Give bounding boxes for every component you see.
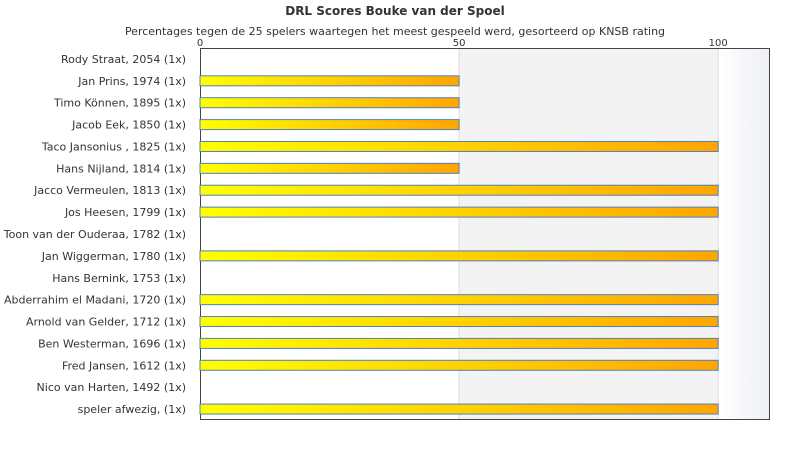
category-label: Taco Jansonius , 1825 (1x) bbox=[41, 140, 186, 153]
category-label: speler afwezig, (1x) bbox=[78, 403, 186, 416]
bar bbox=[199, 97, 460, 109]
bar bbox=[199, 119, 460, 131]
grid-band-edge bbox=[718, 48, 770, 420]
category-label: Jan Prins, 1974 (1x) bbox=[77, 75, 186, 88]
bar bbox=[199, 75, 460, 87]
bar bbox=[199, 206, 719, 218]
bar bbox=[199, 250, 719, 262]
category-label: Toon van der Ouderaa, 1782 (1x) bbox=[3, 228, 186, 241]
category-label: Hans Nijland, 1814 (1x) bbox=[56, 162, 186, 175]
category-label: Hans Bernink, 1753 (1x) bbox=[52, 272, 186, 285]
x-tick-label: 0 bbox=[197, 38, 203, 49]
bar bbox=[199, 316, 719, 328]
category-label: Fred Jansen, 1612 (1x) bbox=[62, 359, 186, 372]
category-label: Jacob Eek, 1850 (1x) bbox=[71, 119, 186, 132]
category-label: Abderrahim el Madani, 1720 (1x) bbox=[4, 294, 186, 307]
bar bbox=[199, 337, 719, 349]
bar bbox=[199, 162, 460, 174]
grid-band bbox=[459, 48, 719, 420]
chart-title: DRL Scores Bouke van der Spoel bbox=[285, 4, 505, 18]
category-label: Timo Können, 1895 (1x) bbox=[53, 97, 186, 110]
x-tick-label: 100 bbox=[709, 38, 728, 49]
category-label: Arnold van Gelder, 1712 (1x) bbox=[26, 316, 186, 329]
category-label: Nico van Harten, 1492 (1x) bbox=[37, 381, 186, 394]
bar bbox=[199, 140, 719, 152]
bar bbox=[199, 359, 719, 371]
category-label: Jacco Vermeulen, 1813 (1x) bbox=[33, 184, 186, 197]
bar bbox=[199, 403, 719, 415]
category-label: Ben Westerman, 1696 (1x) bbox=[38, 337, 186, 350]
plot-border bbox=[200, 48, 770, 420]
chart-subtitle: Percentages tegen de 25 spelers waartege… bbox=[124, 25, 666, 38]
bar bbox=[199, 184, 719, 196]
category-label: Jan Wiggerman, 1780 (1x) bbox=[41, 250, 186, 263]
category-label: Jos Heesen, 1799 (1x) bbox=[64, 206, 186, 219]
category-label: Rody Straat, 2054 (1x) bbox=[61, 53, 186, 66]
bar bbox=[199, 294, 719, 306]
x-tick-label: 50 bbox=[453, 38, 466, 49]
